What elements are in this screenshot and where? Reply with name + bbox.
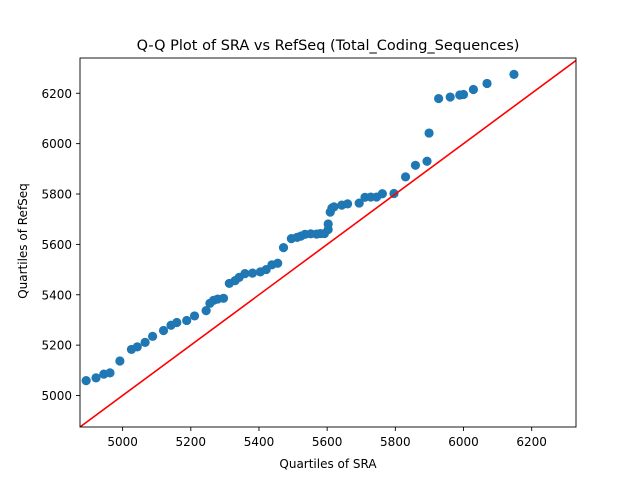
- y-tick-label: 5200: [41, 339, 72, 353]
- data-point: [354, 198, 364, 208]
- data-point: [105, 368, 115, 378]
- axes: 5000 5200 5400 5600 5800 6000 6200 5000 5200 5400…: [41, 57, 577, 449]
- y-tick-label: 5400: [41, 288, 72, 302]
- data-point: [189, 311, 200, 321]
- data-point: [218, 293, 229, 303]
- data-point: [458, 89, 469, 100]
- reference-line: [80, 59, 576, 427]
- x-tick-label: 5400: [244, 435, 275, 449]
- y-tick-label: 5000: [41, 389, 72, 403]
- data-point: [201, 306, 211, 316]
- data-point: [509, 69, 519, 79]
- data-point: [240, 269, 250, 279]
- data-point: [182, 315, 192, 326]
- x-tick-label: 6200: [516, 435, 547, 449]
- y-tick-label: 5600: [41, 238, 72, 252]
- data-point: [482, 78, 492, 89]
- data-point: [278, 243, 289, 253]
- plot-frame: [79, 57, 577, 428]
- data-point: [400, 172, 411, 182]
- data-point: [343, 199, 353, 209]
- data-point: [434, 93, 444, 104]
- x-tick-label: 6000: [448, 435, 479, 449]
- x-tick-label: 5000: [107, 435, 138, 449]
- x-tick-label: 5200: [176, 435, 207, 449]
- y-tick-label: 6200: [41, 87, 72, 101]
- data-point: [148, 331, 158, 341]
- data-point: [329, 202, 339, 212]
- data-point: [445, 92, 455, 102]
- y-tick-label: 5800: [41, 188, 72, 202]
- y-axis-label: Quartiles of RefSeq: [16, 183, 30, 299]
- data-point: [410, 160, 421, 170]
- data-point: [172, 317, 182, 328]
- data-point: [81, 376, 91, 386]
- data-point: [158, 325, 169, 336]
- data-point: [132, 342, 142, 352]
- y-tick-label: 6000: [41, 137, 72, 151]
- x-tick-label: 5600: [312, 435, 343, 449]
- data-point: [424, 128, 434, 138]
- data-point: [91, 373, 101, 383]
- data-point: [140, 337, 150, 347]
- data-point: [377, 189, 387, 199]
- data-point: [323, 219, 333, 229]
- x-tick-label: 5800: [380, 435, 411, 449]
- x-axis-label: Quartiles of SRA: [279, 457, 377, 471]
- data-point: [422, 156, 432, 166]
- data-point: [273, 258, 283, 268]
- data-point: [468, 84, 478, 95]
- data-points: [80, 59, 576, 427]
- chart-title: Q-Q Plot of SRA vs RefSeq (Total_Coding_…: [137, 38, 520, 54]
- data-point: [115, 356, 125, 366]
- data-point: [247, 268, 258, 278]
